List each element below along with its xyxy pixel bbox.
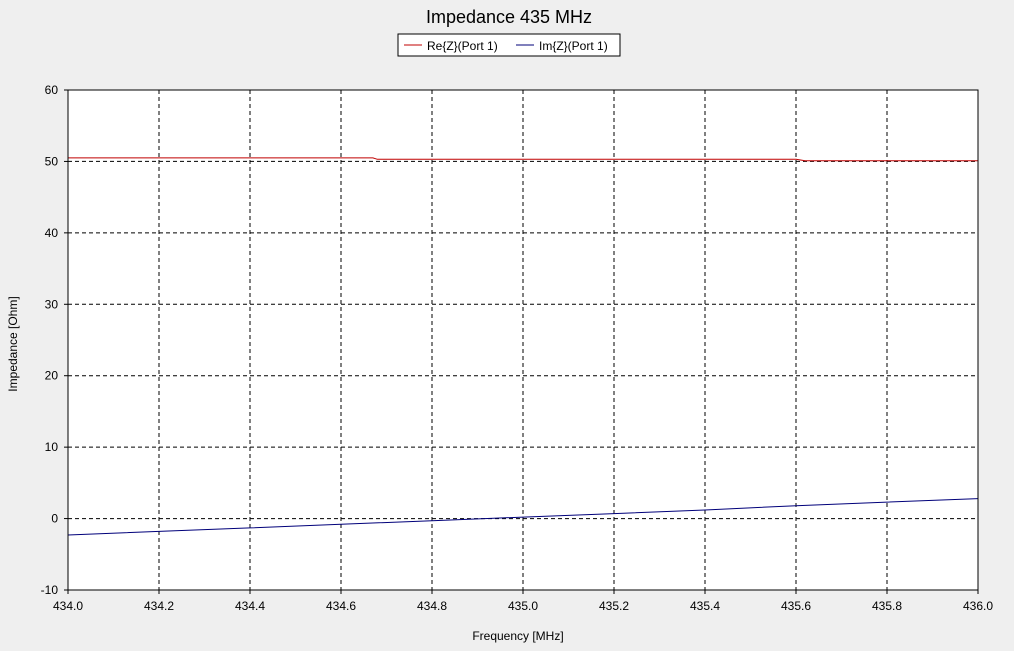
y-tick-label: 50 [45,154,59,168]
y-tick-label: 40 [45,226,59,240]
x-tick-label: 435.8 [872,599,902,613]
grid [68,90,978,590]
legend-box [397,33,621,57]
y-axis-ticks: 60 50 40 30 20 10 0 -10 [41,83,68,597]
y-tick-label: 60 [45,83,59,97]
series-group [67,157,979,536]
x-tick-label: 435.6 [781,599,811,613]
y-tick-label: 0 [51,512,58,526]
series-line-im [67,498,979,536]
x-axis-ticks: 434.0 434.2 434.4 434.6 434.8 435.0 435.2 435.4… [53,590,993,613]
x-tick-label: 434.2 [144,599,174,613]
x-tick-label: 435.4 [690,599,720,613]
y-tick-label: 30 [45,297,59,311]
y-axis-label: Impedance [Ohm] [6,296,20,391]
x-tick-label: 434.4 [235,599,265,613]
y-tick-label: -10 [41,583,59,597]
y-tick-label: 10 [45,440,59,454]
series-line-re [68,157,978,162]
x-tick-label: 434.6 [326,599,356,613]
x-tick-label: 434.0 [53,599,83,613]
y-tick-label: 20 [45,369,59,383]
legend-label-re: Re{Z}(Port 1) [427,39,498,53]
plot-area [68,90,978,590]
legend-label-im: Im{Z}(Port 1) [539,39,608,53]
x-axis-label: Frequency [MHz] [472,629,563,643]
x-tick-label: 436.0 [963,599,993,613]
x-tick-label: 434.8 [417,599,447,613]
legend: Re{Z}(Port 1) Im{Z}(Port 1) [397,33,621,57]
x-tick-label: 435.2 [599,599,629,613]
x-tick-label: 435.0 [508,599,538,613]
chart-title: Impedance 435 MHz [426,7,592,27]
